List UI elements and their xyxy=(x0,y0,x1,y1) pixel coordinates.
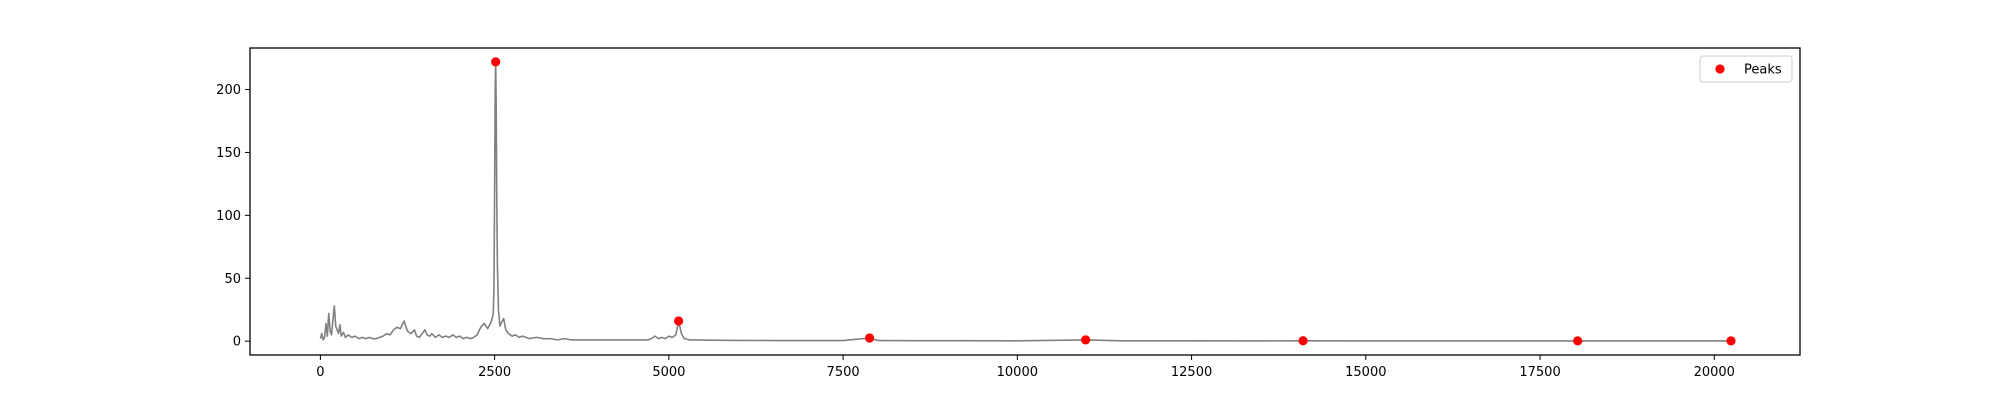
y-tick-label: 100 xyxy=(216,209,241,224)
x-tick-label: 17500 xyxy=(1519,365,1560,380)
legend-box xyxy=(1699,55,1793,83)
axes-frame xyxy=(249,47,1801,356)
x-tick-label: 5000 xyxy=(652,365,685,380)
peak-marker-5 xyxy=(1298,336,1308,346)
y-axis: 0 50 100 150 200 xyxy=(216,83,250,350)
peak-marker-6 xyxy=(1573,336,1583,346)
x-tick-label: 2500 xyxy=(478,365,511,380)
legend-label: Peaks xyxy=(1744,63,1782,78)
peak-marker-4 xyxy=(1081,335,1091,345)
peak-marker-2 xyxy=(674,316,684,326)
x-tick-label: 7500 xyxy=(827,365,860,380)
x-tick-label: 12500 xyxy=(1171,365,1212,380)
plot-area xyxy=(319,57,1736,346)
x-axis: 0 2500 5000 7500 10000 12500 15000 17500 20000 xyxy=(316,355,1735,380)
legend-marker xyxy=(1715,64,1725,74)
y-tick-label: 150 xyxy=(216,146,241,161)
peak-marker-3 xyxy=(864,333,875,343)
x-tick-label: 15000 xyxy=(1345,365,1386,380)
x-tick-label: 10000 xyxy=(997,365,1038,380)
peak-marker-7 xyxy=(1726,336,1736,346)
spectrum-line xyxy=(319,61,1731,342)
x-tick-label: 0 xyxy=(316,365,324,380)
y-tick-label: 50 xyxy=(224,272,241,287)
y-tick-label: 0 xyxy=(233,335,241,350)
peak-marker-1 xyxy=(491,57,501,67)
legend[interactable]: Peaks xyxy=(1699,55,1793,83)
y-tick-label: 200 xyxy=(216,83,241,98)
x-tick-label: 20000 xyxy=(1694,365,1735,380)
